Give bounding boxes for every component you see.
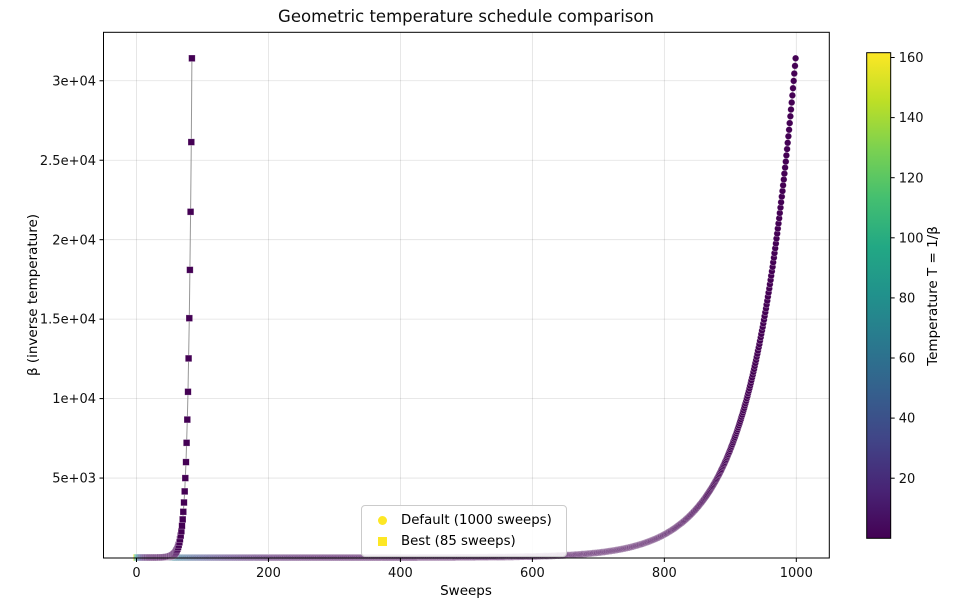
- svg-text:80: 80: [899, 292, 916, 307]
- colorbar-label: Temperature T = 1/β: [925, 226, 941, 366]
- svg-text:1000: 1000: [780, 566, 813, 581]
- svg-text:1.5e+04: 1.5e+04: [40, 313, 96, 328]
- axes-frame: [103, 31, 830, 559]
- series-best-scatter: [132, 54, 196, 562]
- svg-text:2e+04: 2e+04: [52, 233, 96, 248]
- legend-item-default: Default (1000 sweeps): [369, 510, 552, 530]
- svg-text:200: 200: [256, 566, 281, 581]
- legend-item-best: Best (85 sweeps): [369, 531, 552, 551]
- series-default-scatter: [132, 54, 800, 562]
- y-axis-label: β (inverse temperature): [25, 213, 41, 377]
- x-axis-label: Sweeps: [440, 583, 492, 599]
- legend-label-best: Best (85 sweeps): [401, 533, 516, 549]
- y-axis-ticks: 5e+03 1e+04 1.5e+04 2e+04 2.5e+04 3e+04: [40, 74, 104, 487]
- legend-label-default: Default (1000 sweeps): [401, 512, 552, 528]
- colorbar: 20 40 60 80 100 120 140 160: [866, 51, 924, 539]
- svg-text:120: 120: [899, 171, 924, 186]
- svg-text:3e+04: 3e+04: [52, 74, 96, 89]
- legend: Default (1000 sweeps) Best (85 sweeps): [361, 505, 567, 557]
- x-axis-ticks: 0 200 400 600 800 1000: [132, 558, 813, 581]
- svg-text:400: 400: [388, 566, 413, 581]
- svg-text:40: 40: [899, 412, 916, 427]
- grid-lines: [103, 32, 830, 558]
- svg-text:160: 160: [899, 51, 924, 66]
- svg-text:20: 20: [899, 472, 916, 487]
- svg-text:100: 100: [899, 231, 924, 246]
- chart-title: Geometric temperature schedule compariso…: [278, 7, 654, 26]
- svg-text:600: 600: [520, 566, 545, 581]
- svg-text:800: 800: [652, 566, 677, 581]
- svg-text:0: 0: [132, 566, 140, 581]
- svg-text:5e+03: 5e+03: [52, 472, 96, 487]
- legend-marker-square: [369, 536, 395, 546]
- legend-marker-circle: [369, 515, 395, 525]
- svg-text:60: 60: [899, 352, 916, 367]
- svg-text:140: 140: [899, 111, 924, 126]
- svg-text:1e+04: 1e+04: [52, 392, 96, 407]
- svg-text:2.5e+04: 2.5e+04: [40, 154, 96, 169]
